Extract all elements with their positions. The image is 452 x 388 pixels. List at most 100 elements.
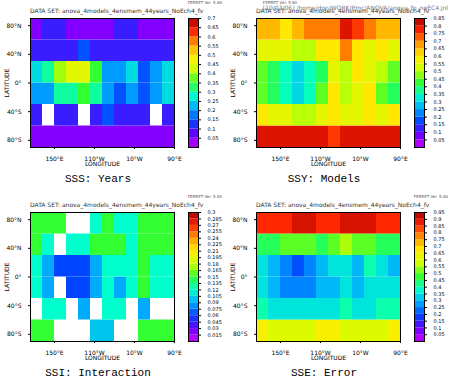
svg-text:0.85: 0.85 (434, 15, 445, 21)
svg-text:0.3: 0.3 (434, 297, 442, 303)
svg-text:0.3: 0.3 (208, 209, 216, 215)
svg-text:80°N: 80°N (232, 22, 247, 29)
svg-text:0.8: 0.8 (434, 229, 442, 235)
svg-text:0.2: 0.2 (208, 107, 216, 113)
svg-text:LATITUDE: LATITUDE (229, 262, 236, 291)
svg-text:40°N: 40°N (6, 50, 21, 57)
svg-text:80°S: 80°S (7, 330, 22, 337)
svg-text:0.15: 0.15 (434, 318, 445, 324)
svg-text:0.12: 0.12 (208, 287, 219, 293)
svg-text:0.7: 0.7 (434, 38, 442, 44)
svg-text:0.15: 0.15 (208, 274, 219, 280)
svg-text:0.03: 0.03 (208, 325, 219, 331)
svg-text:0.225: 0.225 (208, 241, 222, 247)
svg-text:0.25: 0.25 (434, 304, 445, 310)
svg-text:LATITUDE: LATITUDE (3, 68, 10, 97)
svg-text:40°S: 40°S (7, 302, 22, 309)
svg-text:80°N: 80°N (6, 22, 21, 29)
svg-text:0.1: 0.1 (208, 126, 216, 132)
svg-text:LONGITUDE: LONGITUDE (85, 354, 120, 361)
svg-text:0.135: 0.135 (208, 280, 222, 286)
svg-text:90°E: 90°E (167, 155, 182, 162)
svg-text:0.55: 0.55 (208, 43, 219, 49)
svg-text:80°N: 80°N (6, 216, 21, 223)
svg-text:0.09: 0.09 (208, 299, 219, 305)
svg-text:0.5: 0.5 (434, 68, 442, 74)
svg-text:80°S: 80°S (7, 136, 22, 143)
svg-text:40°N: 40°N (232, 50, 247, 57)
svg-text:0.06: 0.06 (208, 312, 219, 318)
svg-text:10°W: 10°W (126, 155, 143, 162)
svg-text:0.4: 0.4 (434, 83, 442, 89)
svg-text:90°E: 90°E (393, 155, 408, 162)
svg-text:0.45: 0.45 (434, 277, 445, 283)
svg-text:0.25: 0.25 (434, 106, 445, 112)
svg-text:0.1: 0.1 (434, 129, 442, 135)
svg-text:LATITUDE: LATITUDE (3, 262, 10, 291)
svg-text:0°: 0° (15, 273, 22, 280)
svg-text:LONGITUDE: LONGITUDE (311, 354, 346, 361)
svg-text:0.15: 0.15 (208, 116, 219, 122)
svg-text:0.15: 0.15 (434, 121, 445, 127)
svg-text:10°W: 10°W (126, 349, 143, 356)
svg-text:LONGITUDE: LONGITUDE (311, 160, 346, 167)
svg-text:0.195: 0.195 (208, 254, 222, 260)
svg-text:40°S: 40°S (233, 108, 248, 115)
svg-text:0°: 0° (241, 273, 248, 280)
svg-text:0.6: 0.6 (434, 53, 442, 59)
svg-text:0.045: 0.045 (208, 319, 222, 325)
svg-text:80°N: 80°N (232, 216, 247, 223)
svg-text:0.2: 0.2 (434, 311, 442, 317)
svg-text:0.85: 0.85 (434, 223, 445, 229)
svg-text:150°E: 150°E (271, 155, 289, 162)
svg-text:LATITUDE: LATITUDE (229, 68, 236, 97)
svg-text:0.95: 0.95 (434, 209, 445, 215)
svg-text:0.3: 0.3 (434, 99, 442, 105)
svg-text:0.55: 0.55 (434, 61, 445, 67)
svg-text:10°W: 10°W (352, 155, 369, 162)
svg-text:0.55: 0.55 (434, 263, 445, 269)
svg-text:0.45: 0.45 (434, 76, 445, 82)
svg-text:0.18: 0.18 (208, 261, 219, 267)
svg-text:0.105: 0.105 (208, 293, 222, 299)
svg-text:0.9: 0.9 (434, 216, 442, 222)
svg-text:0.285: 0.285 (208, 216, 222, 222)
svg-text:0.24: 0.24 (208, 235, 219, 241)
svg-text:0.05: 0.05 (434, 331, 445, 337)
svg-text:0.7: 0.7 (208, 15, 216, 21)
svg-text:0.45: 0.45 (208, 61, 219, 67)
svg-text:0.075: 0.075 (208, 306, 222, 312)
svg-text:80°S: 80°S (233, 136, 248, 143)
svg-text:0.21: 0.21 (208, 248, 219, 254)
svg-text:150°E: 150°E (45, 349, 63, 356)
svg-text:10°W: 10°W (352, 349, 369, 356)
svg-text:0.1: 0.1 (434, 325, 442, 331)
svg-text:0.65: 0.65 (434, 250, 445, 256)
svg-text:LONGITUDE: LONGITUDE (85, 160, 120, 167)
svg-text:0.65: 0.65 (208, 24, 219, 30)
svg-text:40°N: 40°N (6, 244, 21, 251)
svg-text:0.5: 0.5 (434, 270, 442, 276)
svg-text:0.25: 0.25 (208, 98, 219, 104)
svg-text:0.75: 0.75 (434, 236, 445, 242)
svg-text:0.4: 0.4 (434, 284, 442, 290)
svg-text:150°E: 150°E (45, 155, 63, 162)
svg-text:0.8: 0.8 (434, 23, 442, 29)
svg-text:0°: 0° (241, 79, 248, 86)
svg-text:40°S: 40°S (7, 108, 22, 115)
svg-text:0.27: 0.27 (208, 222, 219, 228)
svg-text:0.35: 0.35 (434, 91, 445, 97)
svg-text:0.35: 0.35 (208, 80, 219, 86)
svg-text:0.05: 0.05 (434, 137, 445, 143)
svg-text:0.65: 0.65 (434, 45, 445, 51)
svg-text:0.05: 0.05 (208, 135, 219, 141)
svg-text:0.3: 0.3 (208, 89, 216, 95)
svg-text:0.015: 0.015 (208, 332, 222, 338)
svg-text:0.7: 0.7 (434, 243, 442, 249)
svg-text:40°S: 40°S (233, 302, 248, 309)
svg-text:90°E: 90°E (167, 349, 182, 356)
svg-text:0.75: 0.75 (434, 30, 445, 36)
svg-text:0.2: 0.2 (434, 114, 442, 120)
svg-text:0.6: 0.6 (434, 257, 442, 263)
svg-text:0.165: 0.165 (208, 267, 222, 273)
